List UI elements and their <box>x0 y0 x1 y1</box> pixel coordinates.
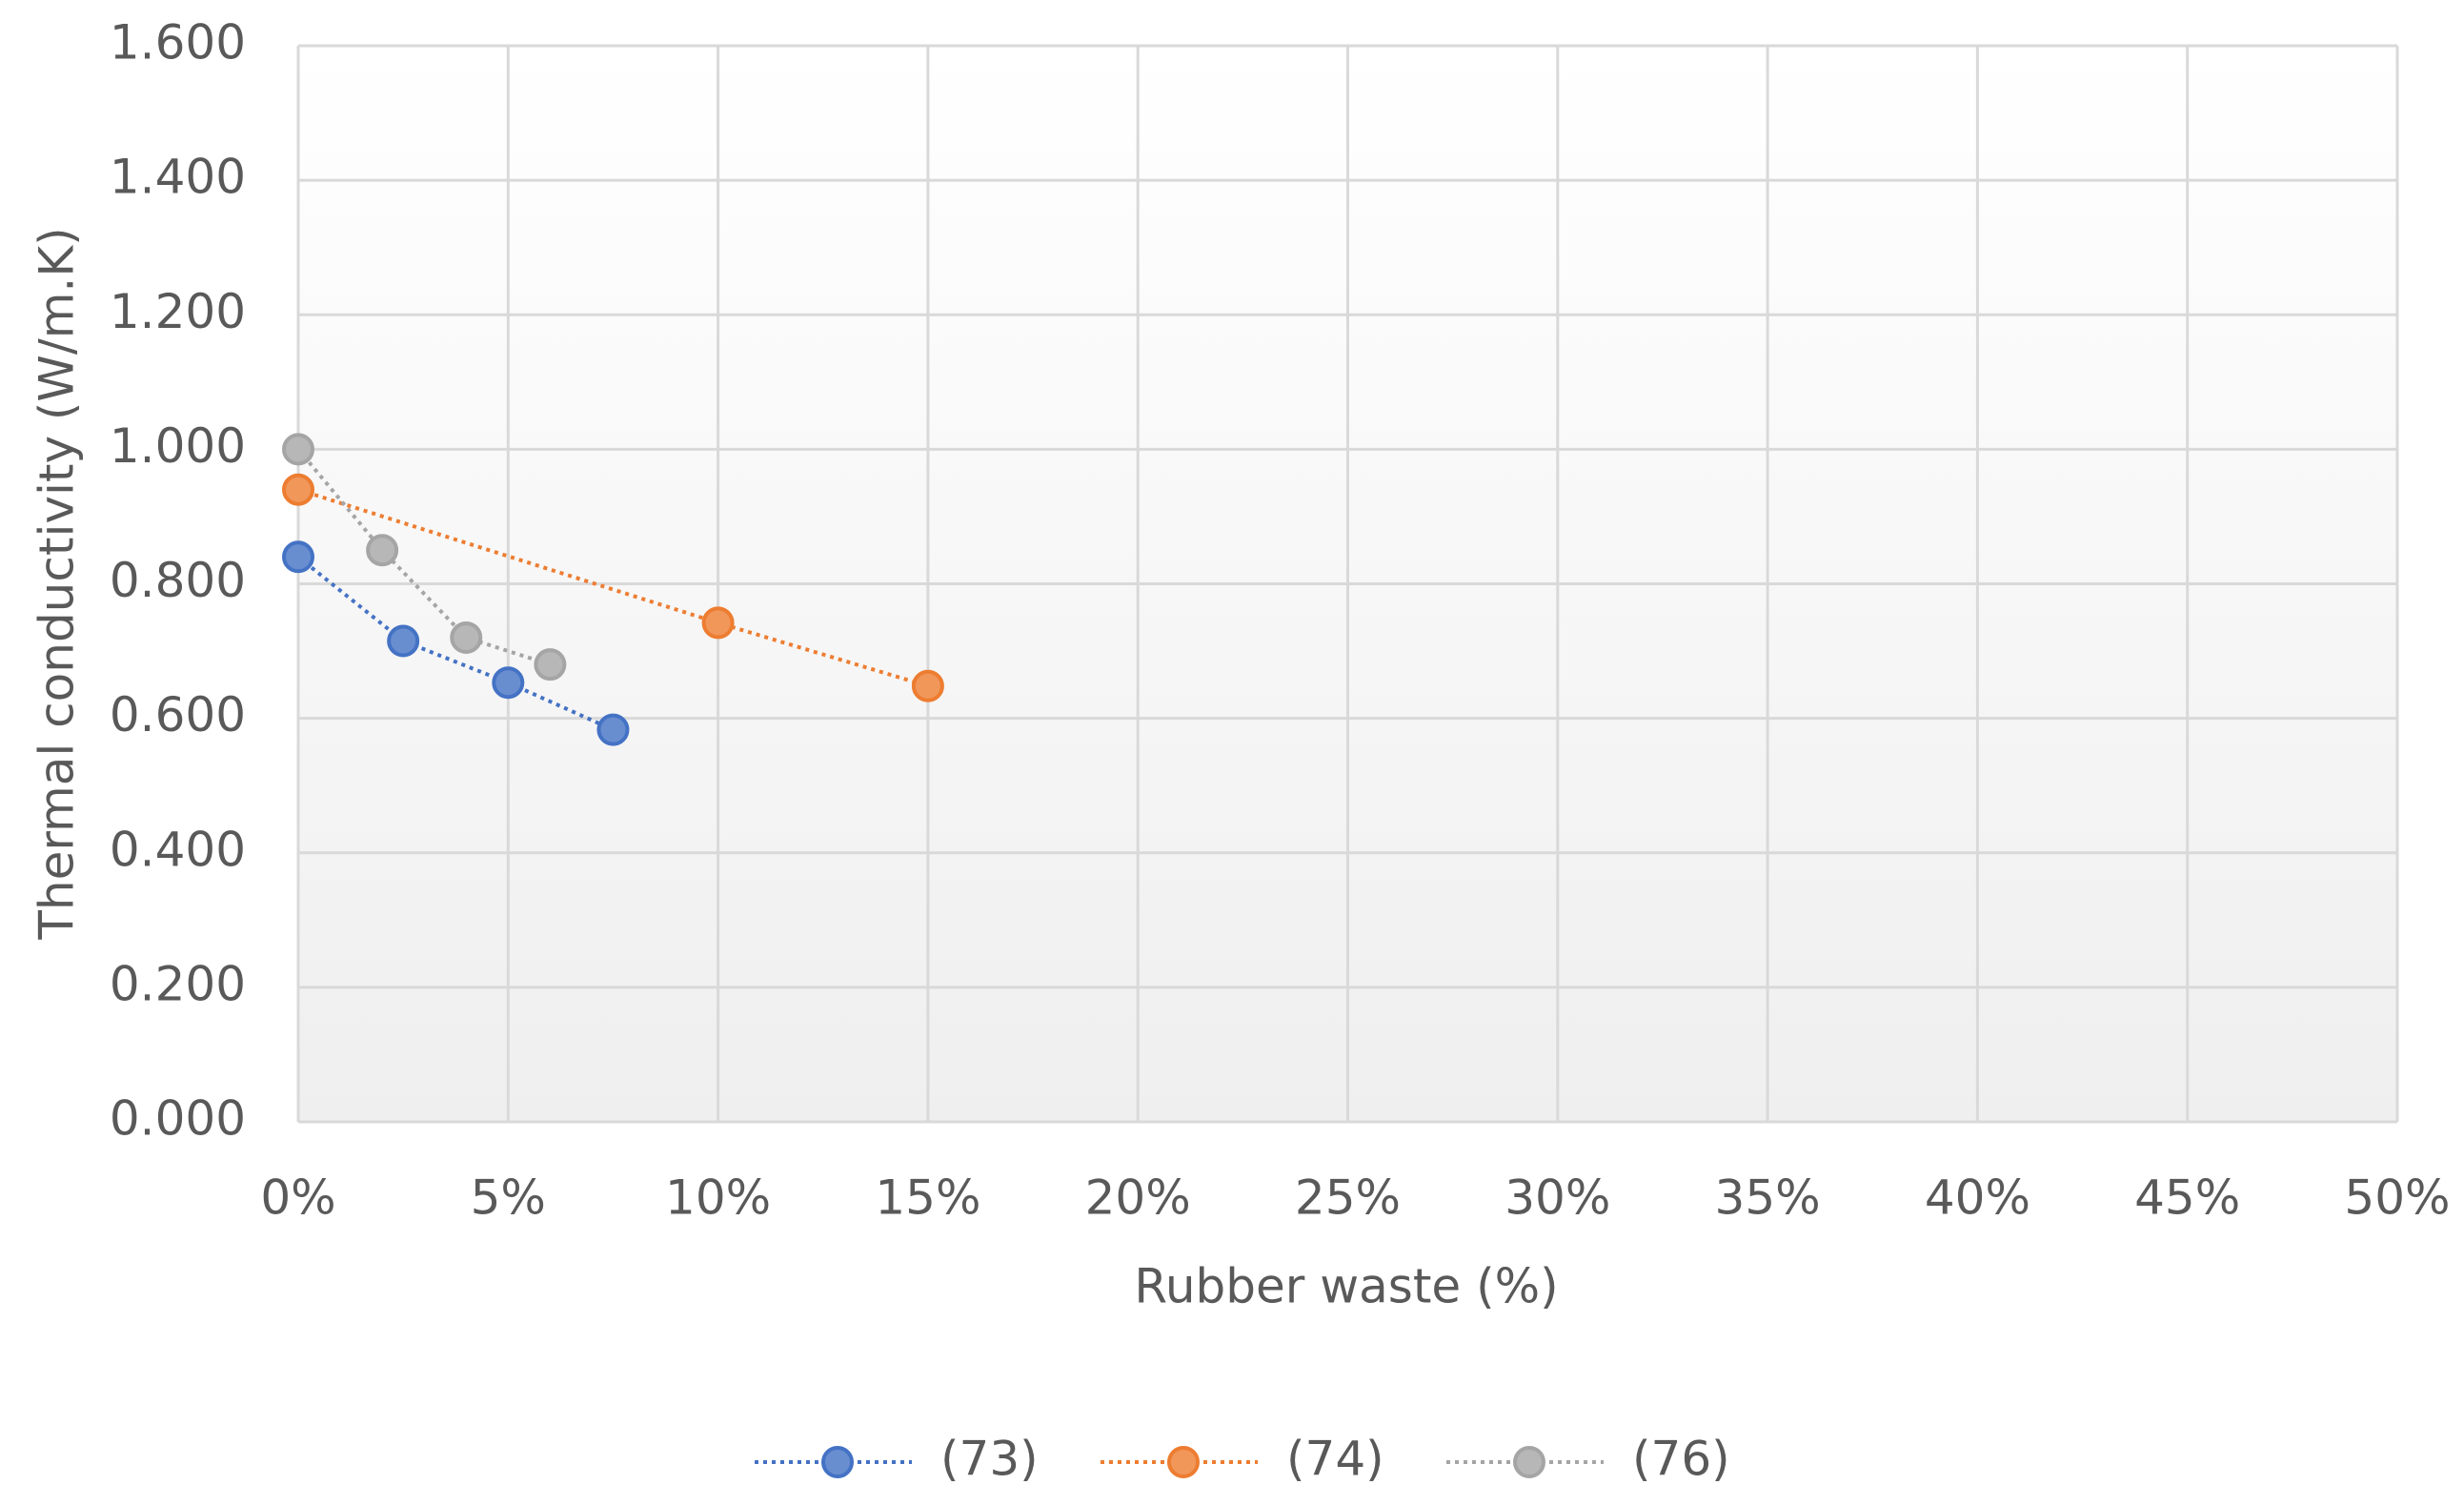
marker <box>450 620 483 654</box>
marker <box>366 534 399 567</box>
x-tick-label: 0% <box>260 1170 335 1226</box>
series-line <box>296 555 615 732</box>
y-tick-label: 1.200 <box>110 284 246 339</box>
x-tick-label: 40% <box>1925 1170 2030 1226</box>
y-tick-label: 0.800 <box>110 553 246 608</box>
x-tick-label: 10% <box>665 1170 771 1226</box>
marker <box>492 666 525 700</box>
y-tick-label: 0.600 <box>110 687 246 742</box>
x-tick-label: 50% <box>2344 1170 2450 1226</box>
legend-marker <box>821 1446 854 1478</box>
legend-label: (74) <box>1286 1432 1384 1487</box>
x-tick-label: 25% <box>1295 1170 1401 1226</box>
legend-marker <box>1167 1446 1200 1478</box>
x-tick-label: 30% <box>1505 1170 1610 1226</box>
x-tick-label: 45% <box>2134 1170 2240 1226</box>
marker <box>387 624 420 658</box>
marker <box>596 713 630 746</box>
y-tick-label: 0.200 <box>110 956 246 1011</box>
series-line <box>296 448 551 667</box>
marker <box>534 648 567 681</box>
marker <box>282 540 314 574</box>
marker <box>701 606 735 640</box>
marker <box>282 473 314 506</box>
x-axis-title: Rubber waste (%) <box>1134 1259 1558 1314</box>
x-tick-label: 15% <box>875 1170 980 1226</box>
x-tick-label: 5% <box>471 1170 546 1226</box>
y-axis-title: Thermal conductivity (W/m.K) <box>30 227 85 940</box>
marker <box>911 669 944 702</box>
legend-label: (73) <box>940 1432 1039 1487</box>
y-tick-label: 1.000 <box>110 418 246 474</box>
x-tick-label: 20% <box>1085 1170 1191 1226</box>
x-tick-label: 35% <box>1715 1170 1821 1226</box>
y-tick-label: 0.000 <box>110 1091 246 1147</box>
y-tick-label: 0.400 <box>110 822 246 877</box>
marker <box>282 433 314 466</box>
y-tick-label: 1.600 <box>110 15 246 71</box>
legend-label: (76) <box>1632 1432 1730 1487</box>
y-tick-label: 1.400 <box>110 150 246 205</box>
legend-marker <box>1513 1446 1545 1478</box>
